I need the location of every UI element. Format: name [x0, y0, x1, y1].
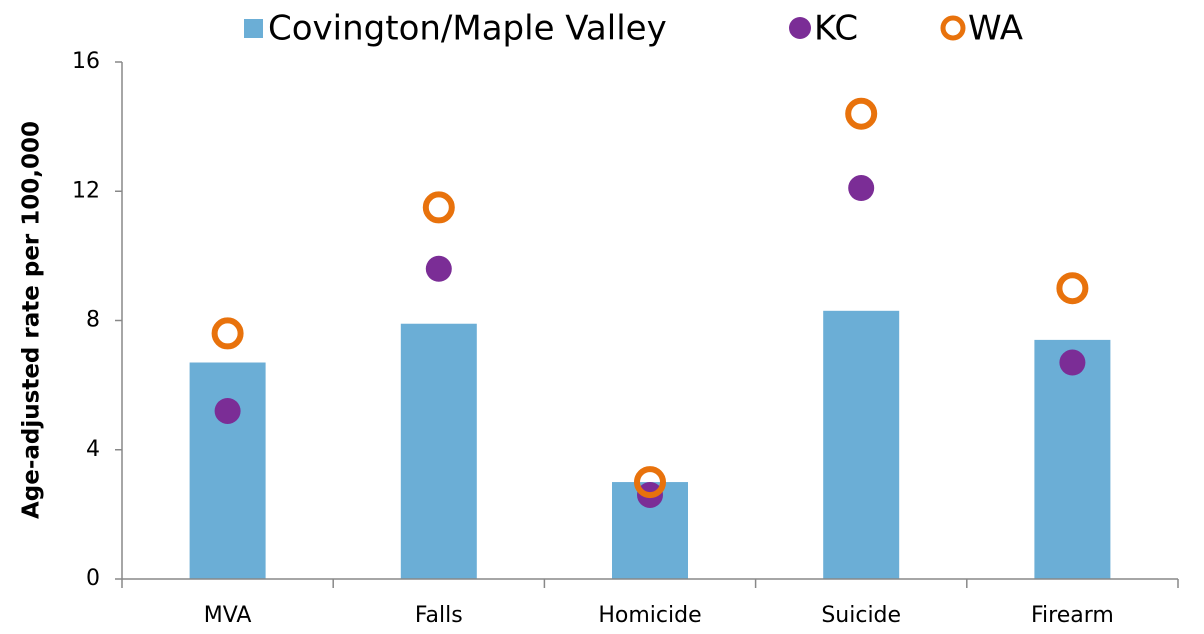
y-tick-label: 8: [86, 308, 100, 333]
dot: [848, 175, 875, 202]
ring: [845, 97, 878, 130]
bar: [823, 310, 900, 579]
bar: [1034, 339, 1111, 579]
ring: [1056, 272, 1089, 305]
ring: [422, 191, 455, 224]
legend-swatch: [244, 19, 263, 38]
y-tick-label: 16: [72, 49, 100, 74]
legend-swatch: [940, 15, 966, 41]
y-tick-label: 4: [86, 437, 100, 462]
legend-swatch: [789, 17, 811, 39]
dot: [425, 255, 452, 282]
legend-label: Covington/Maple Valley: [268, 9, 667, 49]
ring: [634, 466, 666, 499]
bar: [189, 362, 266, 579]
x-tick-label: Suicide: [821, 603, 901, 628]
x-tick-label: Firearm: [1031, 603, 1114, 628]
y-tick-label: 0: [86, 566, 100, 591]
legend-label: KC: [814, 9, 858, 49]
ring: [211, 317, 244, 350]
y-tick-label: 12: [72, 178, 100, 203]
x-tick-label: Homicide: [598, 603, 701, 628]
x-tick-label: Falls: [415, 603, 463, 628]
bar: [400, 323, 477, 579]
dot: [1059, 349, 1086, 376]
legend-label: WA: [968, 9, 1023, 49]
dot: [214, 397, 241, 424]
y-axis-title: Age-adjusted rate per 100,000: [19, 121, 45, 519]
x-tick-label: MVA: [204, 603, 252, 628]
